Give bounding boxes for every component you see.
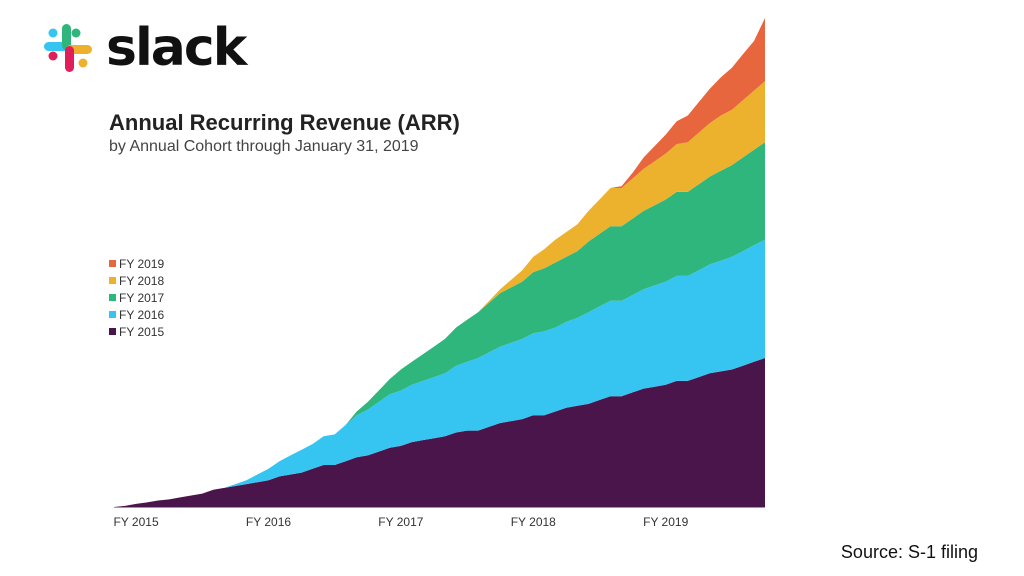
slack-wordmark: slack bbox=[106, 18, 247, 78]
legend-item: FY 2019 bbox=[109, 255, 164, 272]
x-tick-label: FY 2015 bbox=[113, 515, 158, 529]
legend-item: FY 2018 bbox=[109, 272, 164, 289]
legend-swatch bbox=[109, 311, 116, 318]
area-series-fy-2016 bbox=[114, 239, 765, 507]
chart-legend: FY 2019 FY 2018 FY 2017 FY 2016 FY 2015 bbox=[109, 255, 164, 340]
legend-label: FY 2016 bbox=[119, 307, 165, 322]
legend-label: FY 2018 bbox=[119, 273, 165, 288]
legend-label: FY 2019 bbox=[119, 256, 165, 271]
x-tick-label: FY 2016 bbox=[246, 515, 291, 529]
legend-item: FY 2015 bbox=[109, 323, 164, 340]
legend-swatch bbox=[109, 260, 116, 267]
slack-logo: slack bbox=[40, 18, 247, 78]
area-series-fy-2015 bbox=[114, 358, 765, 507]
x-tick-label: FY 2019 bbox=[643, 515, 688, 529]
legend-swatch bbox=[109, 277, 116, 284]
legend-item: FY 2016 bbox=[109, 306, 164, 323]
chart-title: Annual Recurring Revenue (ARR) bbox=[109, 110, 460, 135]
legend-label: FY 2017 bbox=[119, 290, 165, 305]
legend-label: FY 2015 bbox=[119, 324, 165, 339]
legend-swatch bbox=[109, 328, 116, 335]
source-note: Source: S-1 filing bbox=[840, 542, 978, 562]
x-tick-label: FY 2018 bbox=[511, 515, 556, 529]
legend-item: FY 2017 bbox=[109, 289, 164, 306]
chart-subtitle: by Annual Cohort through January 31, 201… bbox=[109, 138, 419, 155]
x-tick-label: FY 2017 bbox=[378, 515, 423, 529]
area-series-fy-2017 bbox=[114, 142, 765, 507]
slack-hash-icon bbox=[44, 24, 92, 72]
legend-swatch bbox=[109, 294, 116, 301]
